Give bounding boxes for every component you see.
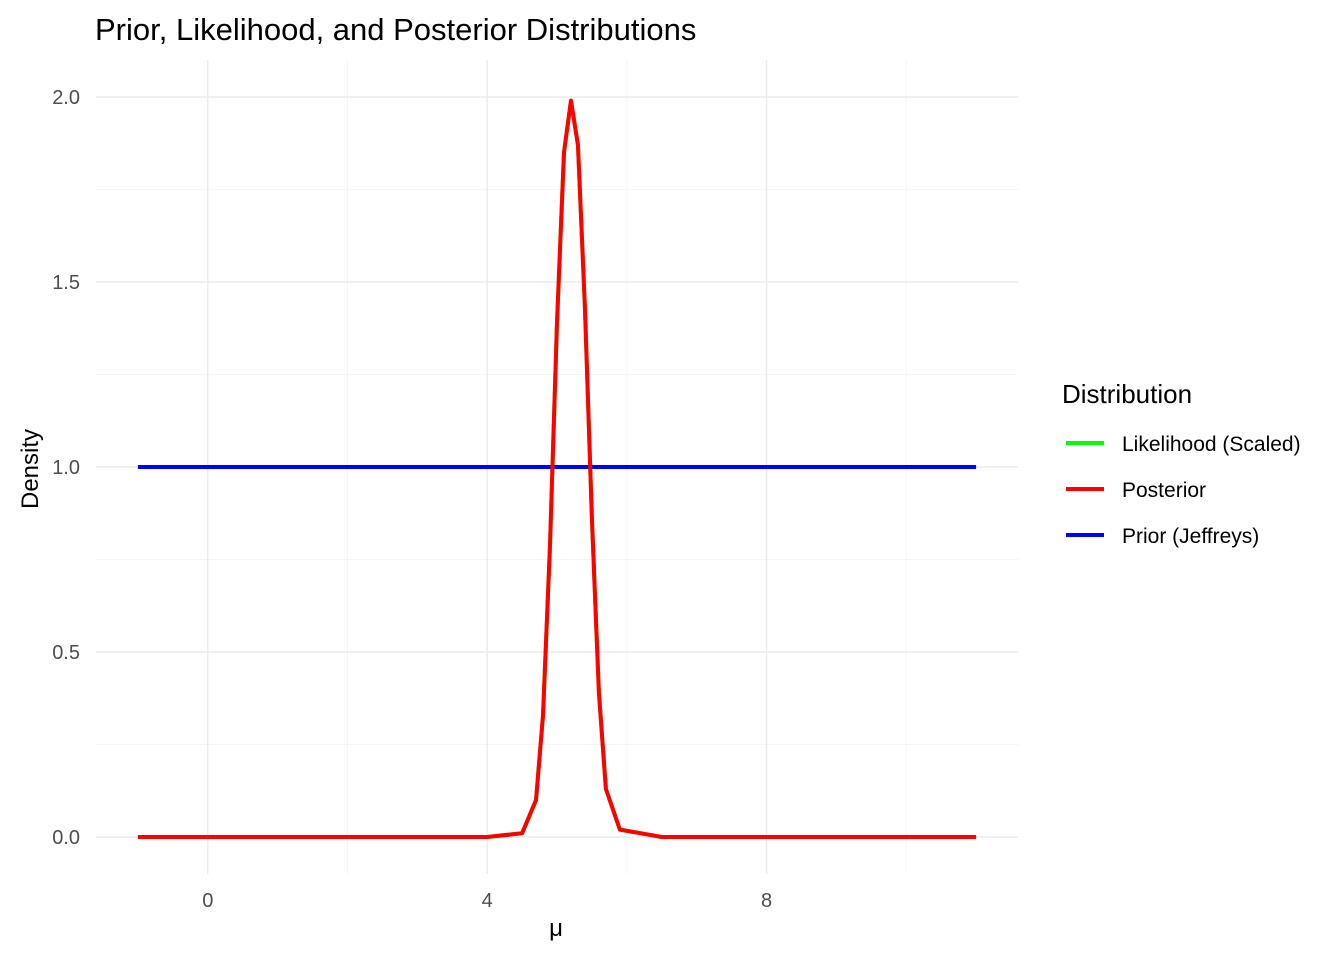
x-tick-label: 0 [202,890,213,912]
x-axis-label: μ [549,915,563,942]
y-axis-ticks: 0.0 0.5 1.0 1.5 2.0 [52,87,80,849]
y-axis-label: Density [17,429,44,509]
series-line-posterior [137,98,977,839]
y-tick-label: 0.0 [52,827,80,849]
legend-title: Distribution [1062,379,1192,409]
y-tick-label: 1.5 [52,272,80,294]
legend-label: Posterior [1122,479,1206,502]
x-axis-ticks: 0 4 8 [202,890,772,912]
x-tick-label: 4 [482,890,493,912]
legend-label: Prior (Jeffreys) [1122,525,1259,548]
y-tick-label: 0.5 [52,642,80,664]
series-lines [137,98,977,839]
y-tick-label: 2.0 [52,87,80,109]
y-tick-label: 1.0 [52,457,80,479]
legend-label: Likelihood (Scaled) [1122,433,1301,456]
x-tick-label: 8 [761,890,772,912]
chart-title: Prior, Likelihood, and Posterior Distrib… [95,12,696,47]
legend: Distribution Likelihood (Scaled) Posterio… [1062,379,1301,548]
